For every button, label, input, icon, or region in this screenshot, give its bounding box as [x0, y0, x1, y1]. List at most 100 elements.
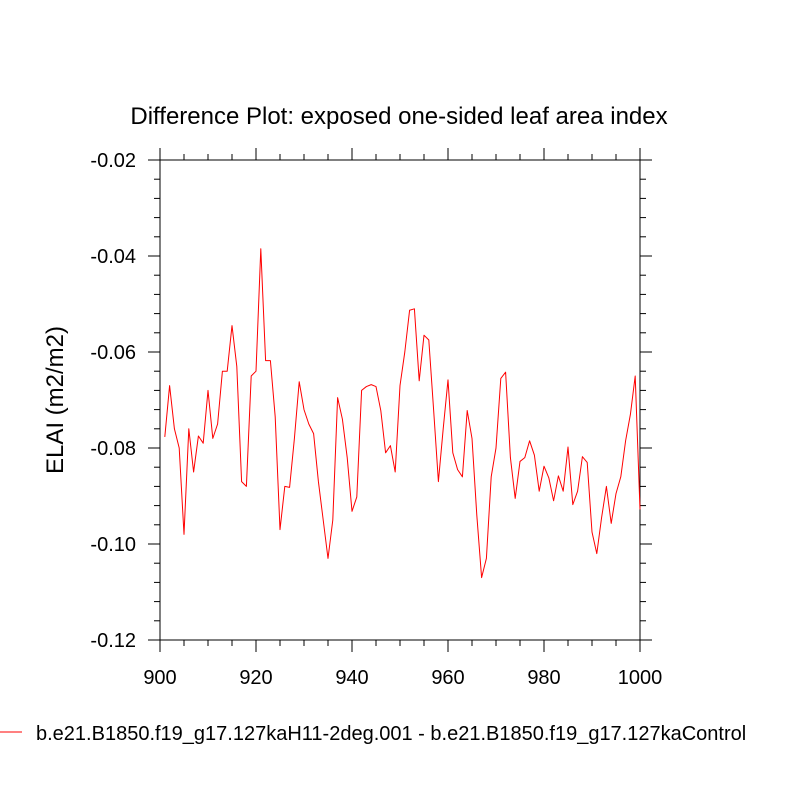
data-point: [328, 558, 329, 559]
x-tick-label: 940: [335, 667, 368, 689]
data-point: [544, 466, 545, 467]
data-point: [356, 496, 357, 497]
y-axis-label: ELAI (m2/m2): [42, 326, 69, 474]
data-point: [404, 352, 405, 353]
data-point: [563, 491, 564, 492]
data-point: [256, 371, 257, 372]
data-point: [505, 372, 506, 373]
data-point: [193, 472, 194, 473]
data-point: [260, 248, 261, 249]
data-point: [251, 376, 252, 377]
data-point: [433, 409, 434, 410]
data-point: [203, 443, 204, 444]
data-point: [635, 376, 636, 377]
x-tick-label: 920: [239, 667, 272, 689]
data-point: [169, 385, 170, 386]
data-point: [577, 491, 578, 492]
data-point: [366, 386, 367, 387]
data-point: [294, 438, 295, 439]
y-tick-label: -0.06: [90, 342, 136, 364]
data-point: [520, 461, 521, 462]
data-point: [452, 452, 453, 453]
data-point: [222, 371, 223, 372]
data-point: [361, 390, 362, 391]
data-point: [174, 428, 175, 429]
data-point: [217, 424, 218, 425]
data-point: [596, 553, 597, 554]
data-point: [558, 475, 559, 476]
data-point: [640, 509, 641, 510]
data-point: [270, 360, 271, 361]
data-point: [198, 436, 199, 437]
data-point: [428, 340, 429, 341]
data-point: [510, 457, 511, 458]
data-point: [467, 410, 468, 411]
data-point: [496, 448, 497, 449]
data-point: [308, 424, 309, 425]
data-point: [457, 469, 458, 470]
data-point: [380, 410, 381, 411]
data-point: [568, 447, 569, 448]
data-point: [395, 472, 396, 473]
data-point: [472, 438, 473, 439]
data-point: [582, 456, 583, 457]
data-point: [481, 577, 482, 578]
y-tick-label: -0.04: [90, 246, 136, 268]
data-point: [486, 558, 487, 559]
data-point: [553, 500, 554, 501]
y-tick-label: -0.12: [90, 630, 136, 652]
data-point: [529, 440, 530, 441]
data-point: [515, 498, 516, 499]
data-point: [400, 385, 401, 386]
data-point: [611, 523, 612, 524]
data-point: [342, 419, 343, 420]
data-point: [246, 486, 247, 487]
data-point: [385, 452, 386, 453]
data-point: [462, 476, 463, 477]
data-point: [539, 491, 540, 492]
data-point: [232, 325, 233, 326]
data-point: [280, 529, 281, 530]
data-point: [188, 428, 189, 429]
data-point: [606, 486, 607, 487]
data-point: [630, 414, 631, 415]
data-point: [438, 481, 439, 482]
data-point: [625, 440, 626, 441]
data-point: [275, 416, 276, 417]
y-tick-labels: -0.12 -0.10 -0.08 -0.06 -0.04 -0.02: [90, 150, 136, 652]
data-point: [236, 366, 237, 367]
data-point: [164, 436, 165, 437]
x-tick-label: 980: [527, 667, 560, 689]
data-point: [299, 381, 300, 382]
chart-title: Difference Plot: exposed one-sided leaf …: [130, 103, 667, 130]
data-point: [265, 360, 266, 361]
data-point: [548, 477, 549, 478]
data-point: [376, 386, 377, 387]
data-point: [390, 445, 391, 446]
data-point: [587, 462, 588, 463]
data-point: [179, 448, 180, 449]
data-point: [419, 380, 420, 381]
data-point: [323, 520, 324, 521]
data-point: [318, 481, 319, 482]
y-tick-label: -0.08: [90, 438, 136, 460]
data-point: [524, 457, 525, 458]
data-point: [616, 493, 617, 494]
axis-ticks: [148, 148, 652, 652]
plot-frame: [159, 159, 641, 641]
data-point: [409, 310, 410, 311]
data-point: [601, 517, 602, 518]
data-point: [352, 511, 353, 512]
series-layer: [164, 248, 641, 579]
data-point: [227, 371, 228, 372]
data-point: [289, 487, 290, 488]
data-point: [572, 504, 573, 505]
y-tick-label: -0.10: [90, 534, 136, 556]
x-tick-label: 960: [431, 667, 464, 689]
legend-label: b.e21.B1850.f19_g17.127kaH11-2deg.001 - …: [36, 723, 746, 745]
x-tick-label: 900: [143, 667, 176, 689]
x-tick-labels: 900 920 940 960 980 1000: [143, 667, 662, 689]
data-point: [337, 397, 338, 398]
data-point: [534, 455, 535, 456]
